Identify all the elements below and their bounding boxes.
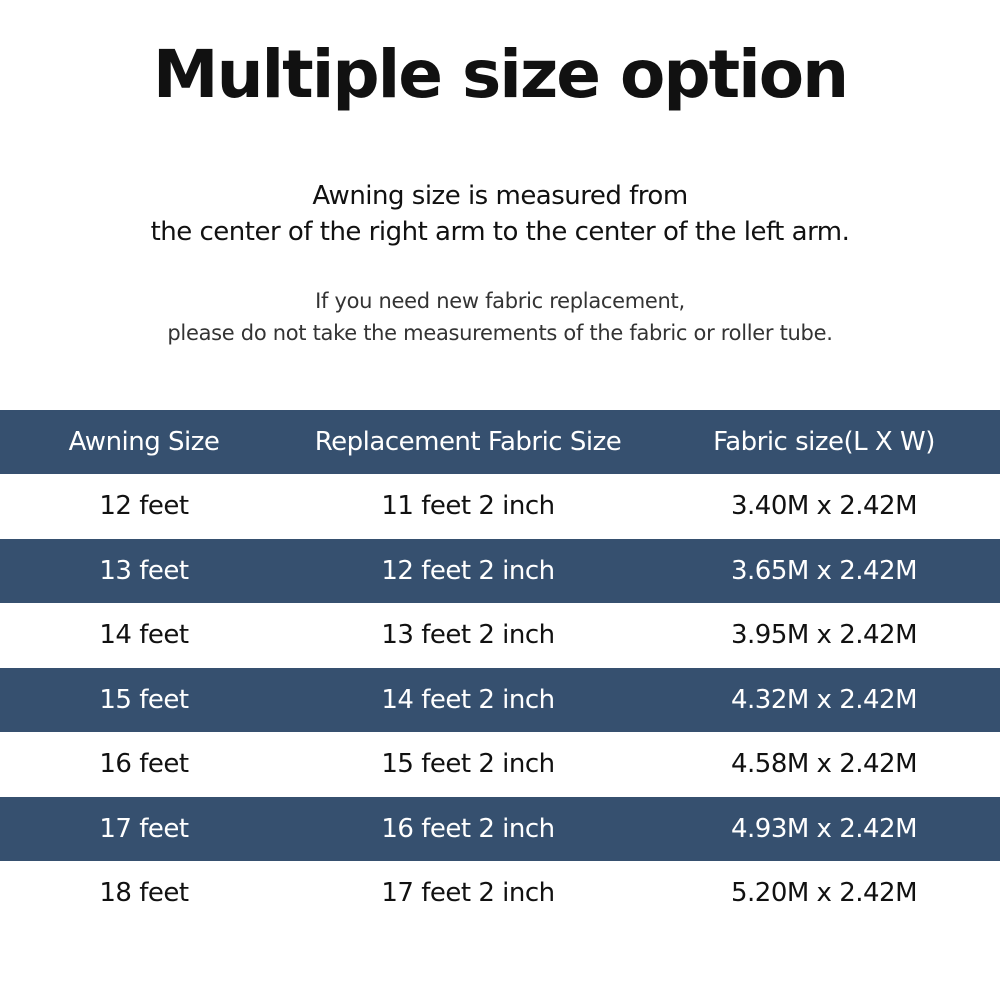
table-row: 14 feet 13 feet 2 inch 3.95M x 2.42M (0, 603, 1000, 668)
cell-fabric-size: 4.58M x 2.42M (730, 749, 918, 780)
page-title: Multiple size option (152, 36, 849, 113)
cell-replacement-fabric-size: 12 feet 2 inch (381, 555, 555, 586)
note: If you need new fabric replacement, plea… (0, 285, 1000, 349)
cell-awning-size: 12 feet (99, 491, 189, 522)
cell-replacement-fabric-size: 14 feet 2 inch (381, 684, 555, 715)
table-row: 17 feet 16 feet 2 inch 4.93M x 2.42M (0, 796, 1000, 861)
cell-fabric-size: 5.20M x 2.42M (730, 878, 918, 909)
cell-replacement-fabric-size: 11 feet 2 inch (381, 491, 555, 522)
cell-fabric-size: 3.95M x 2.42M (730, 620, 918, 651)
subtitle-line: Awning size is measured from (312, 181, 688, 211)
table-row: 12 feet 11 feet 2 inch 3.40M x 2.42M (0, 474, 1000, 539)
size-table: Awning Size Replacement Fabric Size Fabr… (0, 410, 1000, 926)
table-row: 18 feet 17 feet 2 inch 5.20M x 2.42M (0, 861, 1000, 926)
subtitle-line: the center of the right arm to the cente… (150, 217, 850, 247)
cell-replacement-fabric-size: 15 feet 2 inch (381, 749, 555, 780)
table-header-row: Awning Size Replacement Fabric Size Fabr… (0, 410, 1000, 474)
header-awning-size: Awning Size (68, 427, 220, 457)
header-fabric-size: Fabric size(L X W) (713, 427, 935, 457)
cell-fabric-size: 4.93M x 2.42M (730, 813, 918, 844)
note-line: please do not take the measurements of t… (167, 321, 833, 345)
subtitle: Awning size is measured from the center … (0, 178, 1000, 250)
cell-replacement-fabric-size: 16 feet 2 inch (381, 813, 555, 844)
cell-awning-size: 18 feet (99, 878, 189, 909)
cell-awning-size: 14 feet (99, 620, 189, 651)
table-row: 13 feet 12 feet 2 inch 3.65M x 2.42M (0, 538, 1000, 603)
cell-awning-size: 15 feet (99, 684, 189, 715)
cell-fabric-size: 3.65M x 2.42M (730, 555, 918, 586)
table-row: 16 feet 15 feet 2 inch 4.58M x 2.42M (0, 732, 1000, 797)
cell-awning-size: 13 feet (99, 555, 189, 586)
note-line: If you need new fabric replacement, (315, 289, 685, 313)
cell-replacement-fabric-size: 13 feet 2 inch (381, 620, 555, 651)
table-row: 15 feet 14 feet 2 inch 4.32M x 2.42M (0, 667, 1000, 732)
cell-fabric-size: 4.32M x 2.42M (730, 684, 918, 715)
cell-fabric-size: 3.40M x 2.42M (730, 491, 918, 522)
cell-awning-size: 16 feet (99, 749, 189, 780)
cell-awning-size: 17 feet (99, 813, 189, 844)
cell-replacement-fabric-size: 17 feet 2 inch (381, 878, 555, 909)
header-replacement-fabric-size: Replacement Fabric Size (314, 427, 622, 457)
